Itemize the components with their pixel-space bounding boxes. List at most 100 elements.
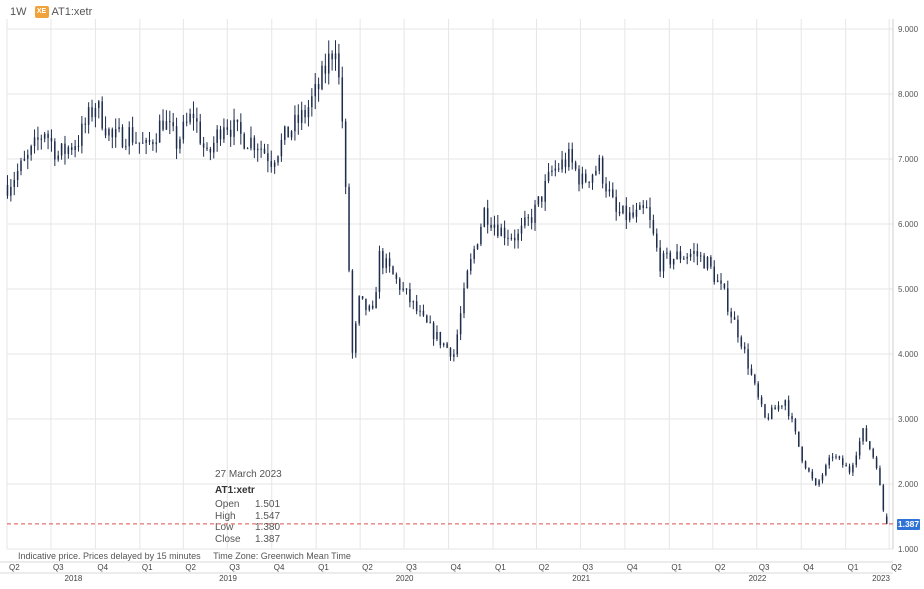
candle-body <box>628 212 631 221</box>
candle-body <box>267 153 269 162</box>
x-tick-label: Q2 <box>891 563 902 572</box>
candle-body <box>114 129 117 138</box>
candle-body <box>57 155 59 160</box>
candle-body <box>642 205 644 208</box>
candle-body <box>385 258 387 268</box>
candle-body <box>152 141 154 145</box>
candle-body <box>615 196 617 212</box>
x-year-label: 2020 <box>396 574 414 583</box>
candle-body <box>23 158 26 161</box>
x-tick-label: Q1 <box>142 563 153 572</box>
candle-body <box>845 464 847 467</box>
candle-body <box>20 160 22 172</box>
candle-body <box>402 288 404 290</box>
candle-body <box>493 224 496 228</box>
candle-body <box>537 196 540 205</box>
candle-body <box>777 405 780 410</box>
candle-body <box>243 133 245 149</box>
candle-body <box>16 171 19 181</box>
candle-body <box>141 142 144 144</box>
tooltip-row-close: Close 1.387 <box>215 534 282 546</box>
candle-body <box>869 441 871 449</box>
candle-body <box>720 280 722 284</box>
candle-body <box>321 65 323 90</box>
candle-body <box>351 270 354 353</box>
candle-body <box>60 143 63 156</box>
tooltip-row-open: Open 1.501 <box>215 499 282 511</box>
x-year-label: 2019 <box>219 574 237 583</box>
candle-body <box>811 471 814 479</box>
candle-body <box>784 400 787 406</box>
candle-body <box>213 142 215 153</box>
candle-body <box>831 456 834 458</box>
candle-body <box>81 123 83 146</box>
candle-body <box>547 171 550 181</box>
candle-body <box>91 107 93 118</box>
x-tick-label: Q2 <box>185 563 196 572</box>
candle-body <box>503 227 506 239</box>
candle-body <box>344 121 347 187</box>
candle-body <box>703 255 705 269</box>
candle-body <box>791 416 793 420</box>
tooltip-label: High <box>215 510 236 522</box>
candle-body <box>858 441 861 456</box>
candle-body <box>70 147 73 150</box>
candle-body <box>94 108 97 118</box>
candle-body <box>743 346 746 350</box>
symbol-label[interactable]: XE AT1:xetr <box>34 6 92 18</box>
y-axis: 1.000 2.000 3.000 4.000 5.000 6.000 7.000 8.000… <box>898 25 919 554</box>
x-tick-label: Q4 <box>627 563 638 572</box>
candle-body <box>669 252 672 265</box>
candle-body <box>449 347 452 357</box>
candle-body <box>273 162 276 167</box>
candle-body <box>689 253 692 257</box>
candle-body <box>828 457 830 466</box>
candle-body <box>179 139 181 149</box>
candle-body <box>463 288 465 314</box>
candle-body <box>371 305 374 309</box>
candle-body <box>588 181 590 183</box>
candle-body <box>683 258 685 260</box>
candle-body <box>253 137 256 151</box>
candle-body <box>131 127 134 143</box>
y-tick-label: 4.000 <box>898 350 919 359</box>
candle-body <box>841 458 844 465</box>
candle-body <box>409 289 411 303</box>
candle-body <box>125 146 127 148</box>
candle-body <box>226 127 229 130</box>
candle-body <box>513 237 516 241</box>
candle-body <box>422 310 425 316</box>
candle-body <box>632 212 634 217</box>
candle-body <box>622 205 624 214</box>
candle-body <box>757 383 759 398</box>
x-axis: Q2 Q3 Q4 Q1 Q2 Q3 Q4 Q1 Q2 Q3 Q4 Q1 Q2 Q3 Q4 Q1 Q2 Q3 Q4 Q1… <box>0 561 902 583</box>
candle-body <box>581 173 584 185</box>
tooltip-label: Low <box>215 522 234 533</box>
candle-body <box>375 292 377 309</box>
candle-body <box>821 474 824 481</box>
candle-body <box>699 255 702 257</box>
x-tick-label: Q4 <box>274 563 285 572</box>
candle-body <box>169 121 171 123</box>
candle-body <box>798 431 800 447</box>
candle-body <box>209 148 212 153</box>
candle-body <box>862 428 864 442</box>
candle-body <box>453 354 455 357</box>
candle-body <box>74 146 76 150</box>
candle-body <box>43 133 46 139</box>
candle-body <box>808 468 810 472</box>
interval-selector[interactable]: 1W <box>10 6 27 18</box>
candle-body <box>818 480 820 485</box>
candle-body <box>118 127 120 130</box>
candle-body <box>814 478 817 485</box>
candle-body <box>486 208 489 225</box>
candle-body <box>598 157 601 171</box>
candle-body <box>382 250 384 268</box>
candle-body <box>754 374 756 384</box>
y-tick-label: 2.000 <box>898 480 919 489</box>
candle-body <box>659 247 661 272</box>
candle-body <box>297 114 300 123</box>
candle-body <box>135 142 137 144</box>
candle-body <box>662 253 665 272</box>
